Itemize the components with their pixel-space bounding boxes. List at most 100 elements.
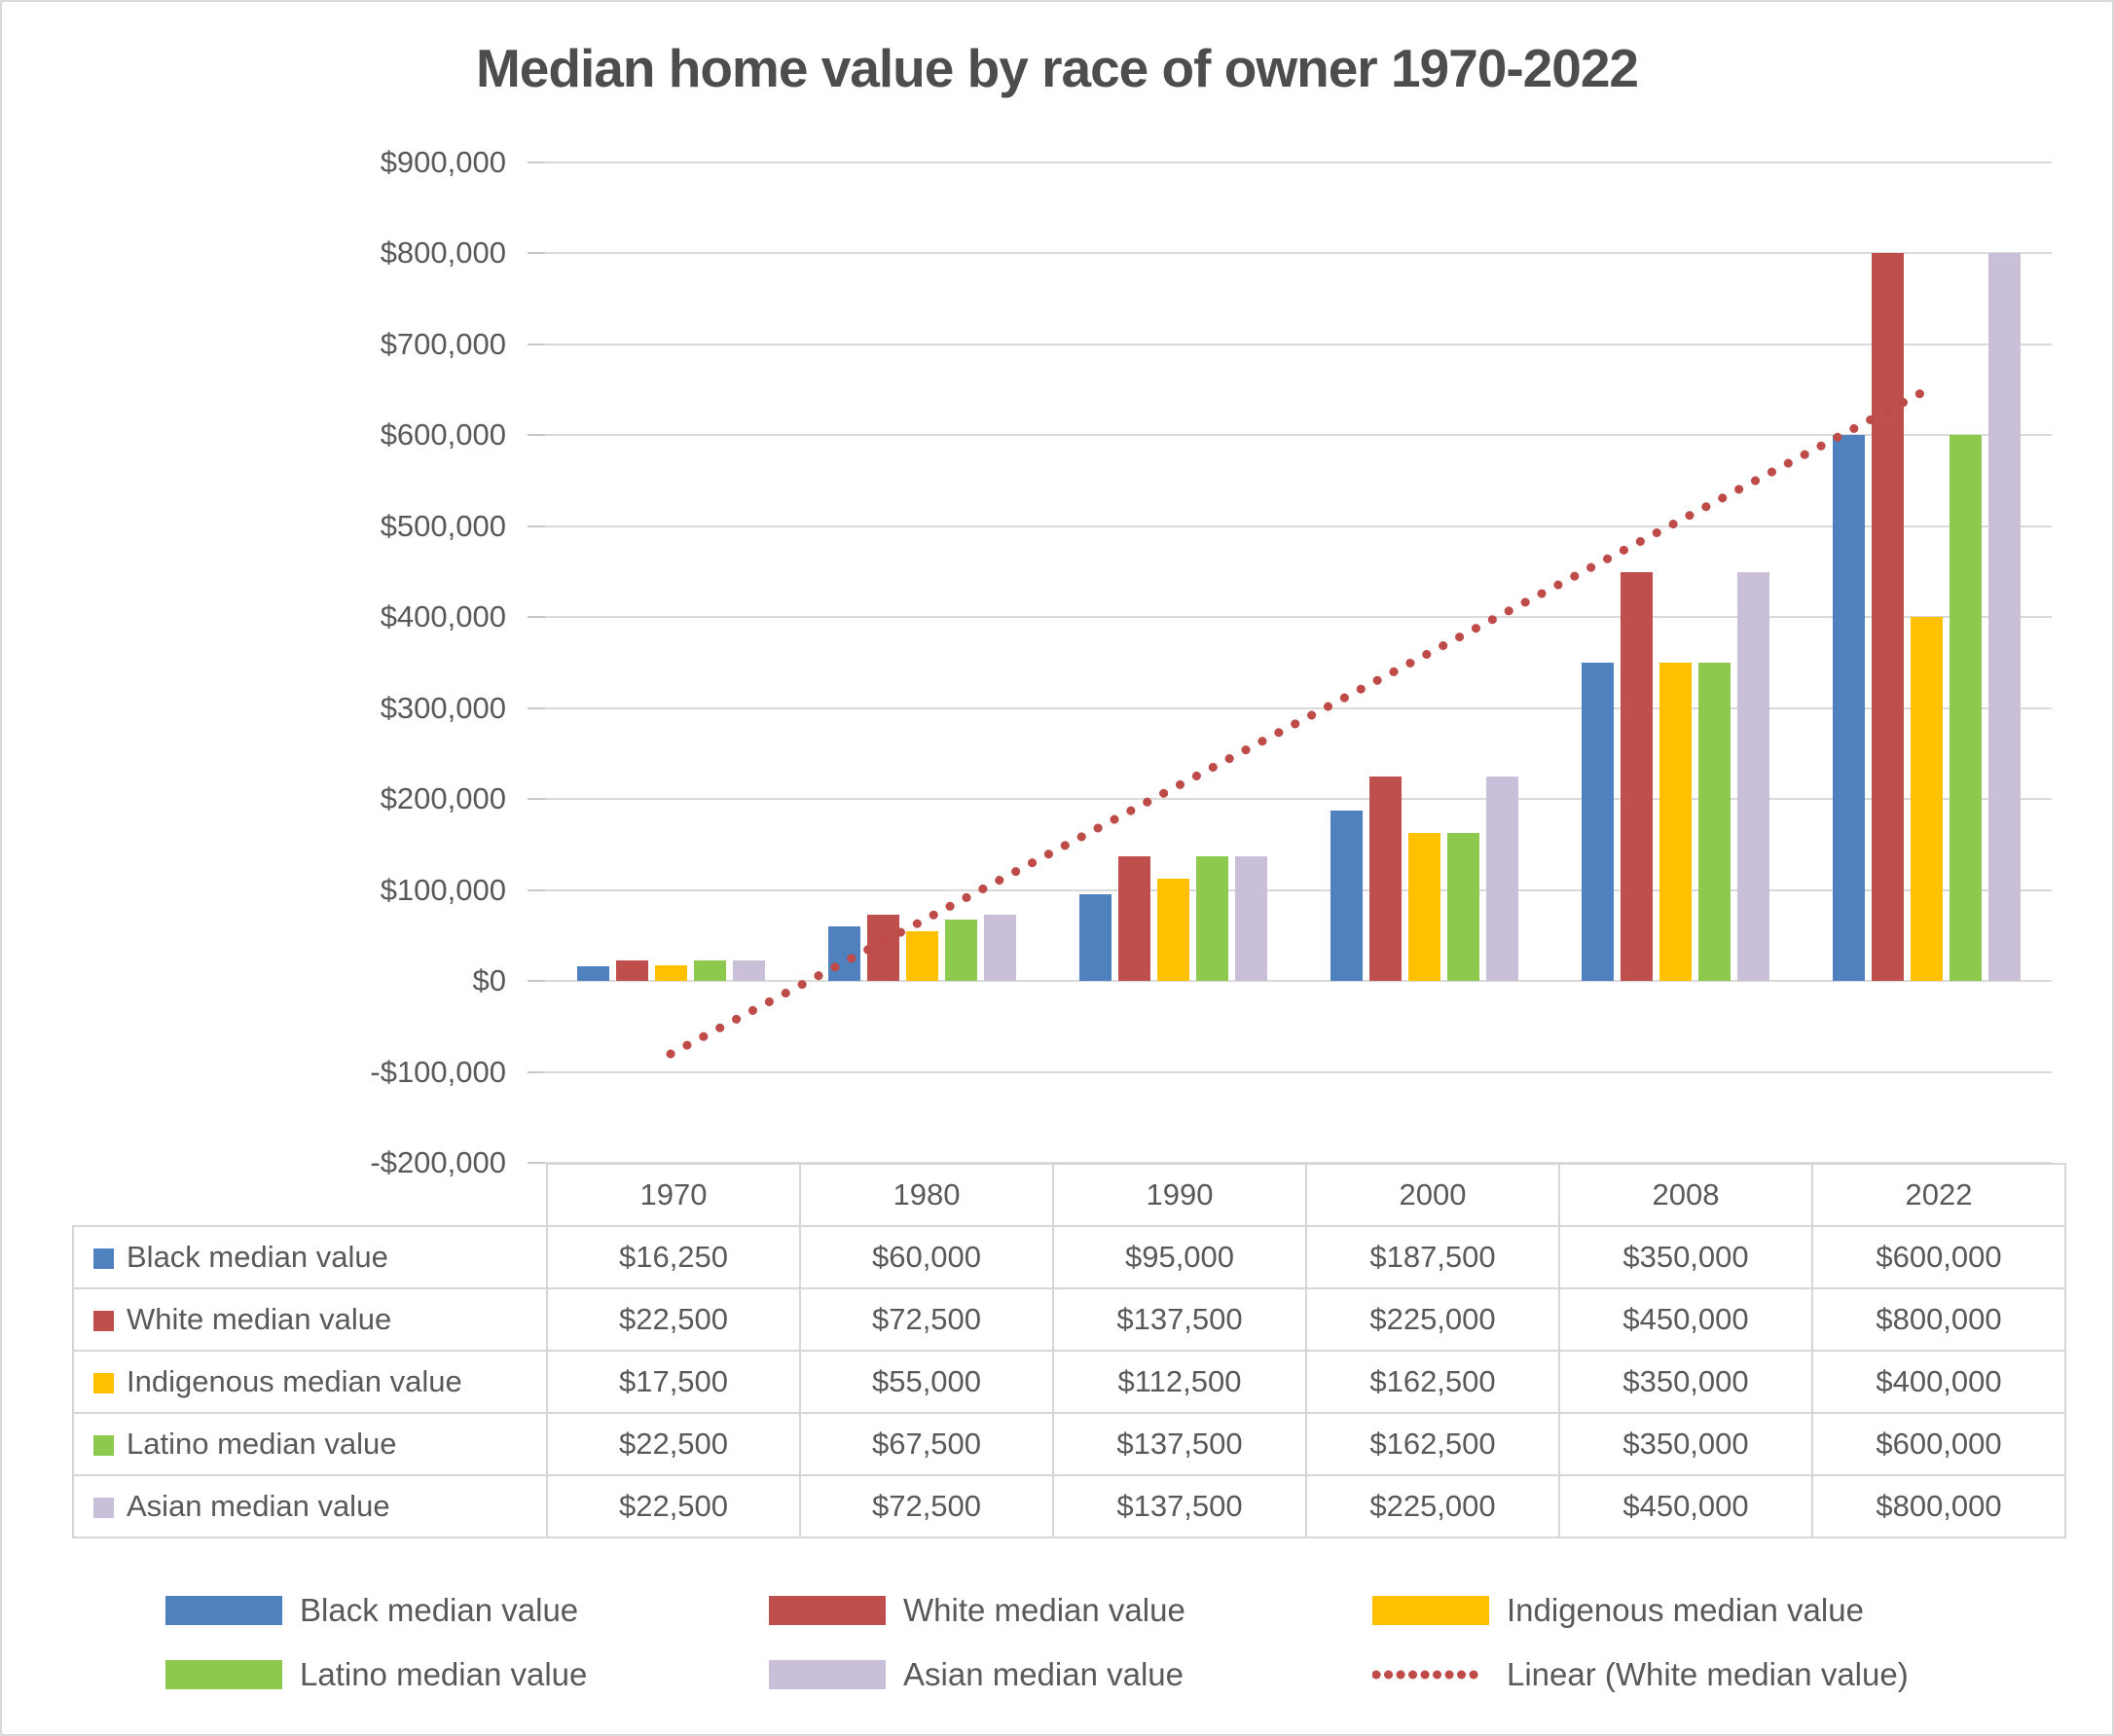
bar-latino-median-value-2008 — [1697, 663, 1731, 982]
y-axis-tick — [528, 706, 545, 709]
table-row-label: Latino median value — [72, 1412, 548, 1476]
plot-area — [528, 162, 2052, 1164]
bar-asian-median-value-1970 — [732, 960, 765, 982]
gridline — [545, 252, 2052, 255]
y-axis-labels: $900,000 $800,000 $700,000 $600,000 $500,000… — [2, 145, 506, 1179]
bar-black-median-value-2022 — [1832, 435, 1865, 982]
table-value-cell: $350,000 — [1558, 1412, 1813, 1476]
y-axis-tick — [528, 434, 545, 437]
table-value-cell: $60,000 — [799, 1225, 1054, 1289]
table-value-cell: $67,500 — [799, 1412, 1054, 1476]
bar-indigenous-median-value-2000 — [1407, 833, 1440, 982]
y-axis-tick — [528, 616, 545, 619]
data-table: 1970 1980 1990 2000 2008 2022 Black median val… — [72, 1163, 2066, 1538]
series-swatch-icon — [93, 1311, 114, 1331]
y-axis-tick — [528, 1070, 545, 1073]
gridline — [545, 706, 2052, 709]
legend-swatch-icon — [165, 1660, 282, 1689]
bar-latino-median-value-2000 — [1446, 833, 1479, 982]
table-value-cell: $112,500 — [1052, 1350, 1307, 1414]
table-value-cell: $22,500 — [546, 1412, 801, 1476]
legend-swatch-icon — [165, 1596, 282, 1625]
table-value-cell: $55,000 — [799, 1350, 1054, 1414]
legend-dotted-line-icon — [1372, 1670, 1489, 1680]
table-column-header: 1990 — [1052, 1163, 1307, 1227]
table-value-cell: $350,000 — [1558, 1350, 1813, 1414]
series-swatch-icon — [93, 1248, 114, 1269]
bar-indigenous-median-value-2022 — [1910, 617, 1943, 982]
table-row-label: Black median value — [72, 1225, 548, 1289]
bar-white-median-value-1990 — [1117, 855, 1150, 982]
table-value-cell: $17,500 — [546, 1350, 801, 1414]
y-axis-tick-label: $700,000 — [380, 326, 506, 361]
gridline — [545, 162, 2052, 163]
bar-asian-median-value-1980 — [983, 915, 1016, 982]
table-corner-cell — [73, 1164, 547, 1226]
table-value-cell: $225,000 — [1305, 1287, 1560, 1352]
y-axis-tick-label: $500,000 — [380, 508, 506, 543]
legend-swatch-icon — [769, 1660, 886, 1689]
table-value-cell: $22,500 — [546, 1474, 801, 1538]
table-value-cell: $16,250 — [546, 1225, 801, 1289]
table-value-cell: $450,000 — [1558, 1474, 1813, 1538]
table-value-cell: $137,500 — [1052, 1474, 1307, 1538]
table-column-header: 1980 — [799, 1163, 1054, 1227]
legend-item-linear-white-median-value: Linear (White median value) — [1372, 1649, 1995, 1700]
table-row-label: Asian median value — [72, 1474, 548, 1538]
legend-label: Linear (White median value) — [1507, 1656, 1909, 1692]
y-axis-tick-label: $400,000 — [380, 599, 506, 634]
y-axis-tick-label: $0 — [472, 963, 506, 998]
bar-white-median-value-2022 — [1871, 253, 1904, 982]
legend-label: Black median value — [300, 1592, 579, 1628]
table-value-cell: $187,500 — [1305, 1225, 1560, 1289]
table-value-cell: $600,000 — [1811, 1225, 2066, 1289]
legend-label: White median value — [903, 1592, 1185, 1628]
legend-item-indigenous-median-value: Indigenous median value — [1372, 1585, 1995, 1636]
chart-legend: Black median value White median value Indi… — [165, 1585, 1995, 1700]
table-value-cell: $450,000 — [1558, 1287, 1813, 1352]
bar-latino-median-value-1990 — [1195, 855, 1228, 982]
y-axis-tick-label: $200,000 — [380, 781, 506, 816]
gridline — [545, 1162, 2052, 1164]
y-axis-tick-label: $100,000 — [380, 872, 506, 907]
table-column-header: 1970 — [546, 1163, 801, 1227]
series-swatch-icon — [93, 1498, 114, 1518]
bar-black-median-value-1970 — [576, 965, 609, 982]
bar-asian-median-value-2008 — [1736, 571, 1769, 982]
y-axis-tick-label: $800,000 — [380, 235, 506, 271]
table-value-cell: $72,500 — [799, 1287, 1054, 1352]
bar-white-median-value-2008 — [1620, 571, 1653, 982]
gridline — [545, 798, 2052, 801]
bar-indigenous-median-value-1990 — [1156, 878, 1189, 982]
gridline — [545, 434, 2052, 437]
table-value-cell: $22,500 — [546, 1287, 801, 1352]
table-row: Asian median value $22,500 $72,500 $137,500… — [72, 1474, 2066, 1538]
y-axis-tick — [528, 798, 545, 801]
y-axis-tick-label: -$100,000 — [370, 1054, 506, 1089]
y-axis-tick — [528, 343, 545, 345]
series-swatch-icon — [93, 1435, 114, 1456]
bar-asian-median-value-1990 — [1234, 855, 1267, 982]
y-axis-tick — [528, 252, 545, 255]
y-axis-tick-label: $900,000 — [380, 145, 506, 179]
chart-data-table: 1970 1980 1990 2000 2008 2022 Black median val… — [72, 1163, 2066, 1538]
bar-indigenous-median-value-2008 — [1658, 663, 1692, 982]
table-value-cell: $600,000 — [1811, 1412, 2066, 1476]
gridline — [545, 616, 2052, 619]
gridline — [545, 888, 2052, 891]
y-axis-tick — [528, 888, 545, 891]
bar-asian-median-value-2022 — [1987, 253, 2021, 982]
table-row: White median value $22,500 $72,500 $137,500… — [72, 1287, 2066, 1352]
table-value-cell: $800,000 — [1811, 1287, 2066, 1352]
chart-title: Median home value by race of owner 1970-… — [475, 38, 1639, 98]
y-axis-tick — [528, 980, 545, 983]
y-axis-tick-label: -$200,000 — [370, 1145, 506, 1179]
legend-item-asian-median-value: Asian median value — [769, 1649, 1372, 1700]
table-value-cell: $162,500 — [1305, 1412, 1560, 1476]
gridline — [545, 980, 2052, 983]
bar-white-median-value-1980 — [866, 915, 899, 982]
series-swatch-icon — [93, 1373, 114, 1393]
bar-black-median-value-1980 — [827, 926, 860, 982]
y-axis-tick-label: $600,000 — [380, 417, 506, 452]
